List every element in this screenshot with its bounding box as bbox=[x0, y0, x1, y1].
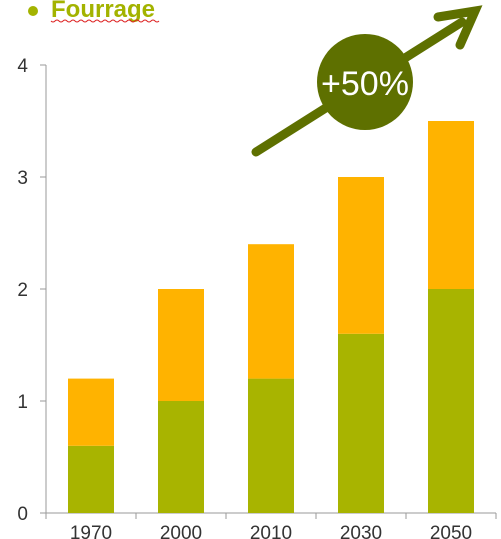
growth-annotation: +50% bbox=[251, 5, 483, 157]
growth-badge bbox=[317, 34, 413, 130]
bar-segment-2050-upper bbox=[428, 121, 474, 289]
bar-segment-2030-lower bbox=[338, 333, 384, 513]
legend-dot-icon bbox=[28, 6, 38, 16]
bar-segment-2000-upper bbox=[158, 289, 204, 401]
y-axis-ticks: 0 1 2 3 4 bbox=[17, 56, 46, 525]
bar-segment-1970-upper bbox=[68, 378, 114, 446]
legend-label: Fourrage bbox=[51, 0, 155, 23]
y-tick-label: 0 bbox=[17, 504, 28, 525]
bar-segment-2000-lower bbox=[158, 401, 204, 513]
bar-segment-2010-lower bbox=[248, 378, 294, 513]
y-tick-label: 3 bbox=[17, 168, 28, 189]
y-tick-label: 4 bbox=[17, 56, 28, 77]
x-axis-ticks: 1970 2000 2010 2030 2050 bbox=[45, 513, 497, 539]
x-tick-label: 1970 bbox=[70, 523, 112, 539]
x-tick-label: 2000 bbox=[160, 523, 202, 539]
bar-segment-2030-upper bbox=[338, 177, 384, 334]
x-tick-label: 2010 bbox=[250, 523, 292, 539]
bars bbox=[68, 121, 474, 513]
legend: Fourrage bbox=[28, 0, 160, 23]
bar-segment-2050-lower bbox=[428, 289, 474, 513]
growth-badge-text: +50% bbox=[321, 65, 409, 103]
y-tick-label: 1 bbox=[17, 392, 28, 413]
x-tick-label: 2030 bbox=[340, 523, 382, 539]
arrow-head-icon bbox=[433, 5, 483, 50]
axes: 0 1 2 3 4 1970 2000 2010 2030 2050 bbox=[17, 56, 497, 539]
x-tick-label: 2050 bbox=[430, 523, 472, 539]
bar-segment-1970-lower bbox=[68, 445, 114, 513]
spellcheck-underline bbox=[50, 19, 160, 23]
y-tick-label: 2 bbox=[17, 280, 28, 301]
bar-segment-2010-upper bbox=[248, 244, 294, 379]
